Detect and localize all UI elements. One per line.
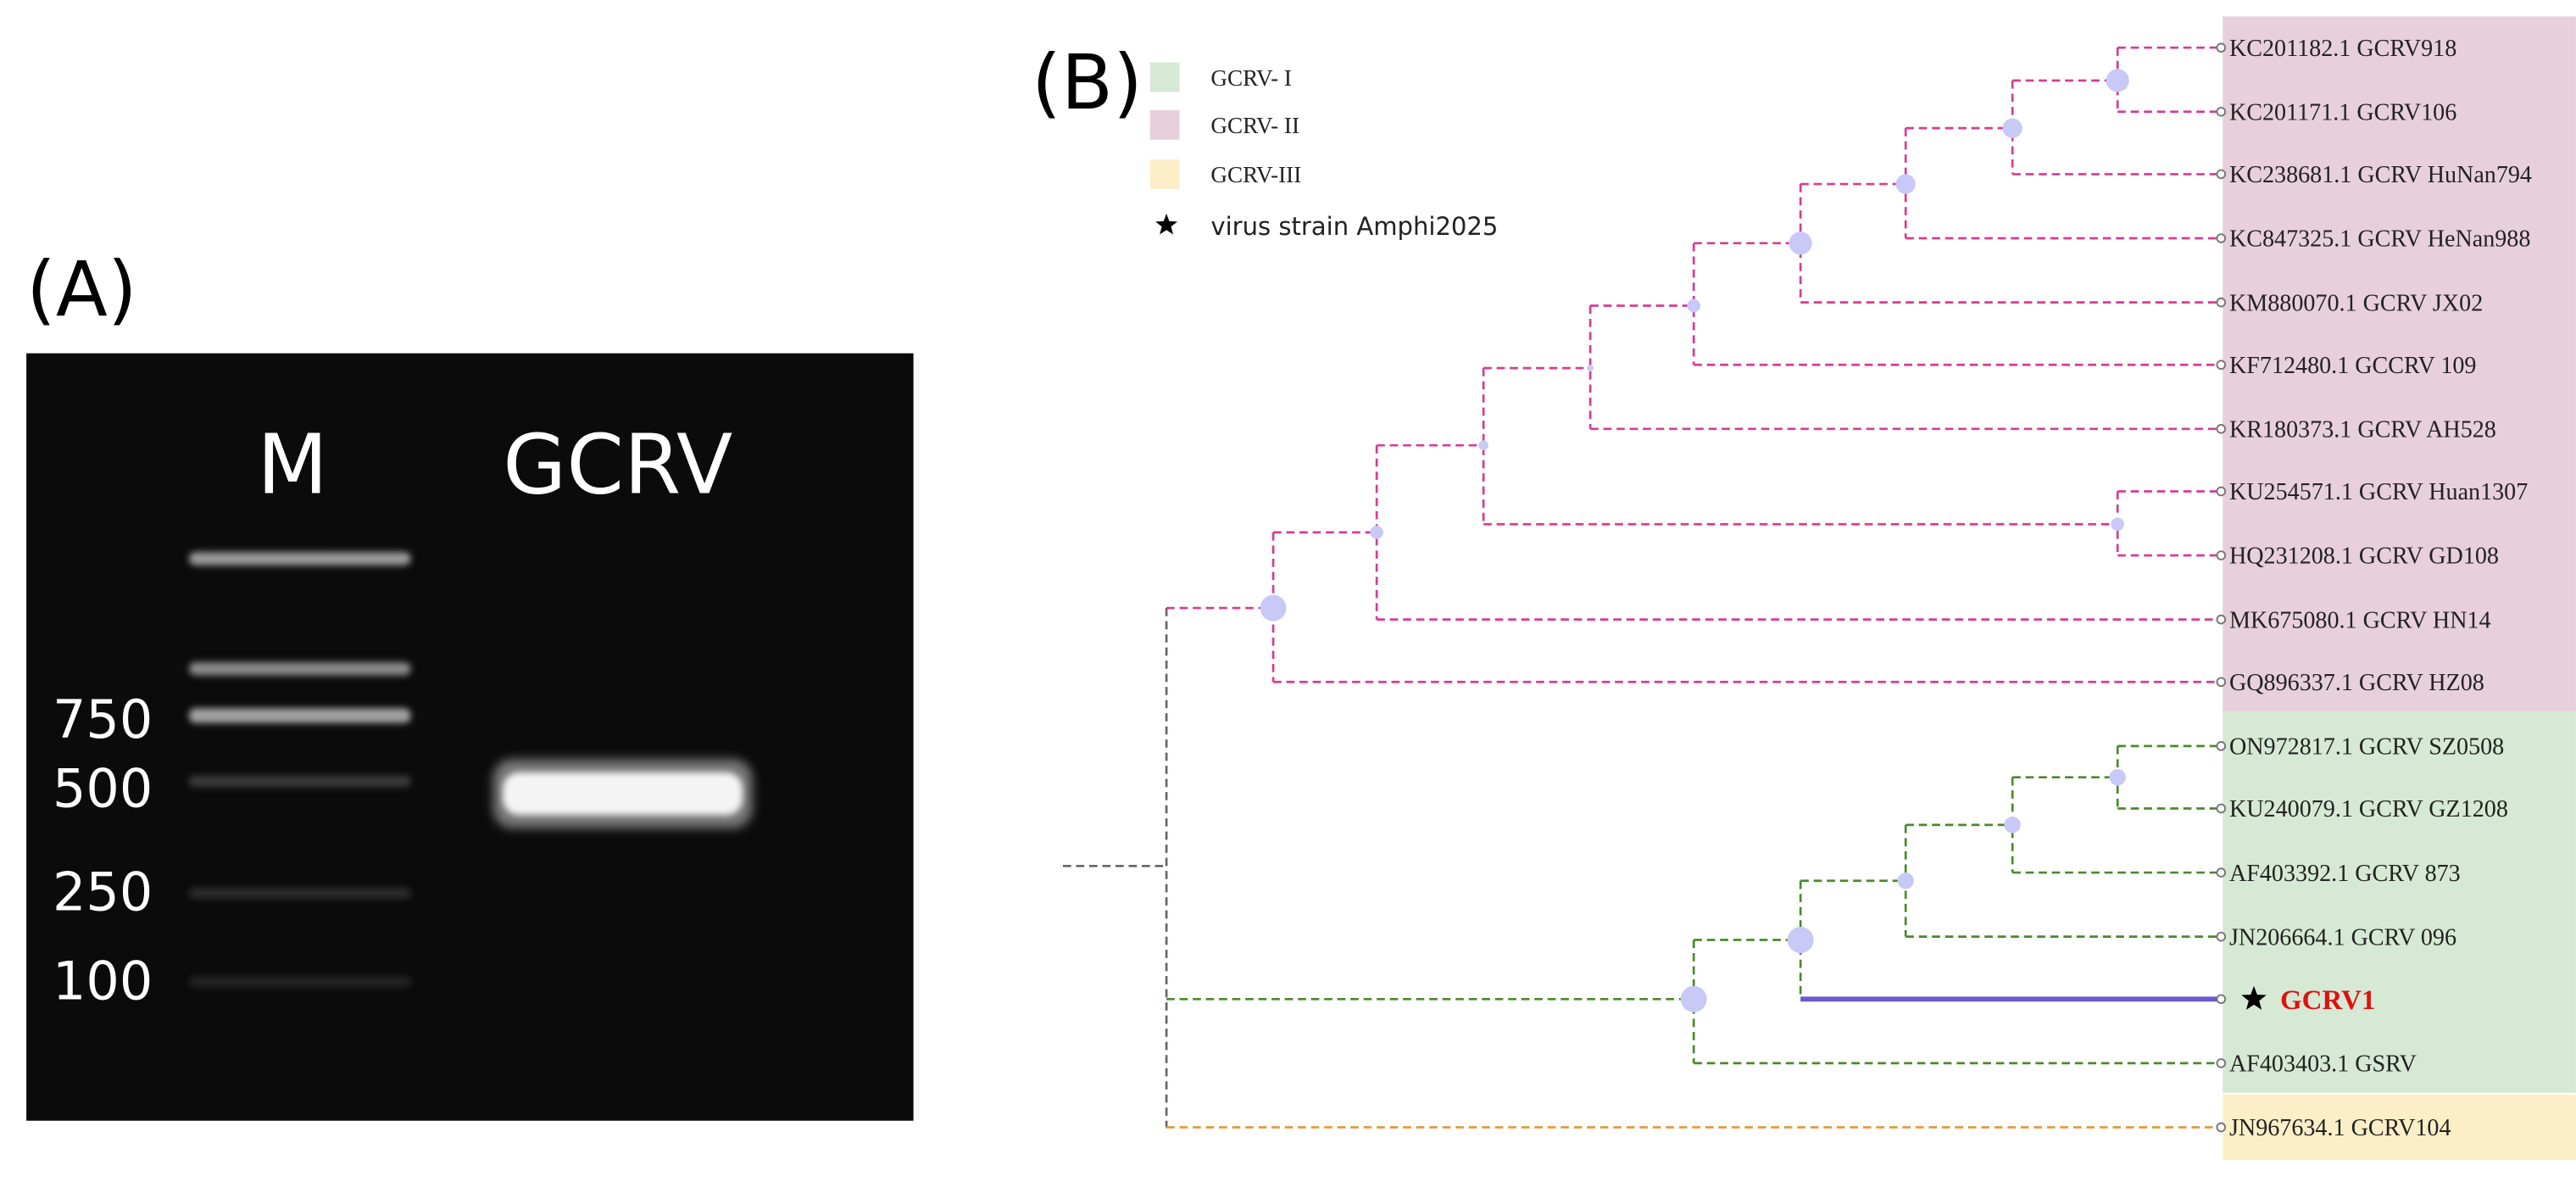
- node: [2004, 817, 2021, 834]
- leaf-tip: [2216, 233, 2227, 243]
- leaf-tip: [2216, 1122, 2227, 1133]
- band: [188, 775, 411, 788]
- legend-label: virus strain Amphi2025: [1210, 212, 1498, 241]
- leaf-label: KC201182.1 GCRV918: [2229, 36, 2456, 62]
- legend-swatch: [1149, 109, 1180, 140]
- legend-label: GCRV- II: [1210, 113, 1299, 138]
- leaf-label: KR180373.1 GCRV AH528: [2229, 417, 2496, 443]
- star-icon: [2241, 985, 2267, 1010]
- panel-label: (B): [1032, 39, 1143, 127]
- band: [188, 662, 411, 676]
- node: [1260, 594, 1287, 622]
- legend-swatch: [1149, 159, 1180, 189]
- leaf-tip: [2216, 169, 2227, 180]
- star-icon: [1155, 213, 1177, 235]
- panel-label: (A): [26, 246, 137, 334]
- node: [1789, 231, 1812, 255]
- leaf-tip: [2216, 1058, 2227, 1068]
- leaf-tip: [2216, 741, 2227, 751]
- leaf-label: JN206664.1 GCRV 096: [2229, 924, 2456, 951]
- leaf-tip: [2216, 803, 2227, 814]
- node: [1897, 873, 1914, 889]
- leaf-tip: [2216, 424, 2227, 434]
- sample-band: [503, 772, 743, 816]
- node: [1895, 174, 1916, 194]
- node: [1587, 365, 1594, 371]
- ladder-label: 250: [53, 861, 153, 923]
- node: [1687, 298, 1700, 313]
- band: [188, 552, 411, 566]
- leaf-label: GQ896337.1 GCRV HZ08: [2229, 670, 2484, 696]
- leaf-tip: [2216, 931, 2227, 942]
- leaf-label: KU240079.1 GCRV GZ1208: [2229, 796, 2508, 822]
- leaf-tip: [2216, 550, 2227, 560]
- leaf-tip: [2216, 486, 2227, 497]
- leaf-tip: [2216, 297, 2227, 308]
- clade-bg: [2223, 1094, 2576, 1161]
- band: [188, 708, 411, 723]
- node: [1787, 927, 1814, 954]
- leaf-tip: [2216, 360, 2227, 371]
- band: [188, 887, 411, 900]
- leaf-label: GCRV1: [2280, 985, 2375, 1016]
- leaf-tip: [2216, 106, 2227, 117]
- lane-label: GCRV: [503, 416, 732, 512]
- leaf-label: HQ231208.1 GCRV GD108: [2229, 544, 2499, 570]
- leaf-tip: [2216, 867, 2227, 878]
- ladder-label: 750: [53, 689, 153, 750]
- ladder-label: 100: [53, 950, 153, 1012]
- legend-label: GCRV-III: [1210, 162, 1301, 187]
- node: [1478, 440, 1488, 451]
- leaf-label: JN967634.1 GCRV104: [2229, 1115, 2451, 1141]
- leaf-tip: [2216, 614, 2227, 625]
- node: [2109, 768, 2126, 786]
- leaf-label: KF712480.1 GCCRV 109: [2229, 353, 2477, 379]
- leaf-label: KM880070.1 GCRV JX02: [2229, 290, 2483, 316]
- leaf-label: MK675080.1 GCRV HN14: [2229, 607, 2491, 633]
- leaf-label: ON972817.1 GCRV SZ0508: [2229, 734, 2504, 761]
- leaf-label: KC847325.1 GCRV HeNan988: [2229, 226, 2530, 253]
- leaf-label: KC238681.1 GCRV HuNan794: [2229, 162, 2532, 188]
- leaf-tip: [2216, 677, 2227, 688]
- leaf-tip: [2216, 42, 2227, 53]
- ladder-label: 500: [53, 758, 153, 820]
- leaf-label: AF403403.1 GSRV: [2229, 1051, 2417, 1078]
- leaf-label: KC201171.1 GCRV106: [2229, 99, 2456, 125]
- legend-swatch: [1149, 62, 1180, 92]
- lane-label: M: [257, 416, 328, 512]
- leaf-tip: [2216, 994, 2227, 1005]
- gel: [26, 353, 914, 1121]
- node: [2106, 69, 2129, 92]
- node: [2111, 517, 2124, 531]
- node: [2002, 118, 2022, 138]
- node: [1370, 526, 1383, 539]
- clade-bg: [2223, 16, 2576, 712]
- clade-bg: [2223, 711, 2576, 1093]
- tree: KC201182.1 GCRV918 KC201171.1 GCRV106 KC23…: [1062, 16, 2576, 1161]
- node: [1680, 985, 1707, 1012]
- band: [188, 976, 411, 988]
- legend-label: GCRV- I: [1210, 65, 1292, 91]
- leaf-label: AF403392.1 GCRV 873: [2229, 861, 2461, 887]
- leaf-label: KU254571.1 GCRV Huan1307: [2229, 479, 2528, 505]
- ladder-bands: [188, 552, 411, 988]
